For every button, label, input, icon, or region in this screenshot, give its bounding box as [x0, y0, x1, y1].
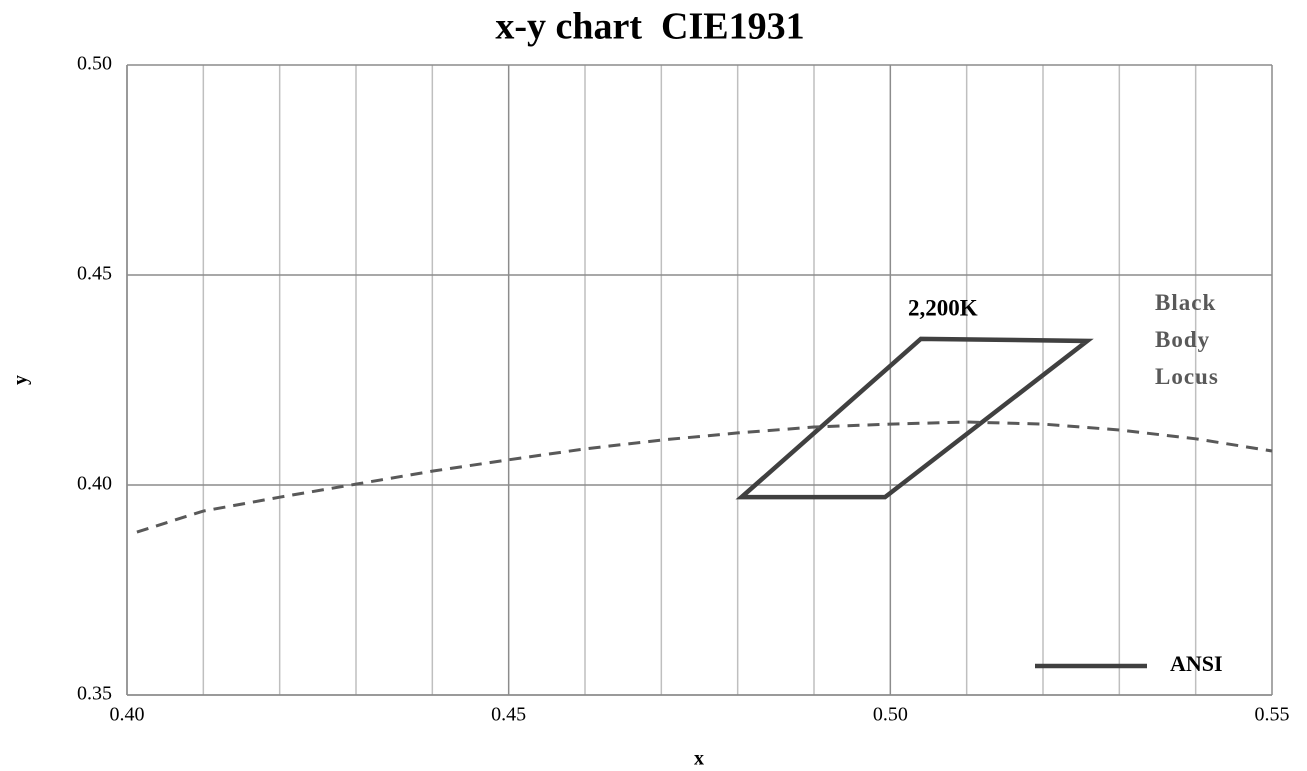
- y-tick-label: 0.45: [77, 263, 112, 285]
- x-tick-label: 0.50: [873, 704, 908, 726]
- chart-title: x-y chart CIE1931: [495, 6, 804, 48]
- x-tick-label: 0.55: [1255, 704, 1290, 726]
- locus-annotation: Black Body Locus: [1155, 290, 1219, 389]
- x-tick-label: 0.45: [491, 704, 526, 726]
- legend-label: ANSI: [1170, 651, 1223, 676]
- y-axis-label: y: [10, 375, 32, 385]
- y-tick-label: 0.35: [77, 683, 112, 705]
- series-line: [136, 420, 1273, 534]
- x-axis-label: x: [694, 748, 704, 770]
- y-tick-label: 0.50: [77, 53, 112, 75]
- x-tick-label: 0.40: [110, 704, 145, 726]
- series-line: [735, 336, 1094, 500]
- annotation: 2,200K: [908, 295, 978, 320]
- y-tick-label: 0.40: [77, 473, 112, 495]
